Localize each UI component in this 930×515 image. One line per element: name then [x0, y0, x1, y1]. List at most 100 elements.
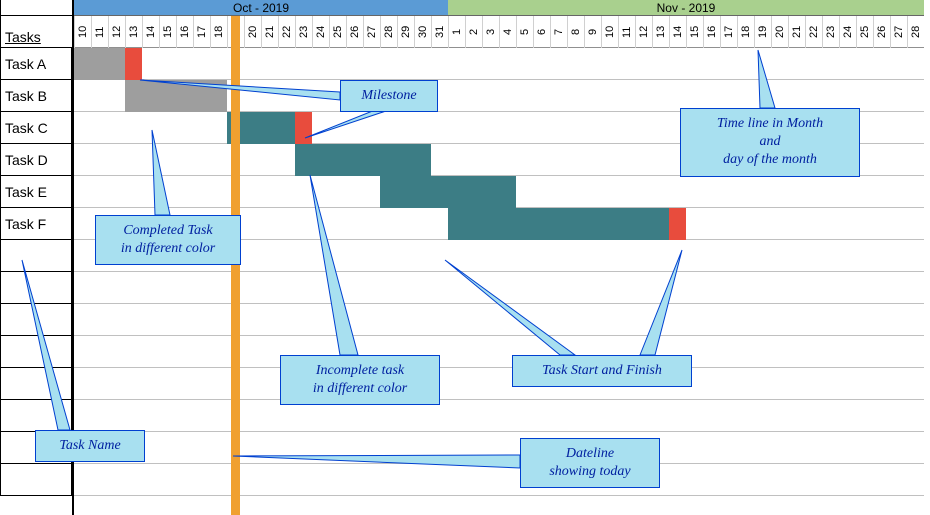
task-row	[1, 304, 72, 336]
day-cell: 25	[856, 16, 873, 48]
day-cell: 28	[907, 16, 924, 48]
day-cell: 11	[618, 16, 635, 48]
day-cell: 18	[737, 16, 754, 48]
tasks-header-label: Tasks	[5, 29, 41, 45]
bar-row	[74, 400, 924, 432]
callout-taskname-text: Task Name	[59, 438, 120, 453]
milestone-marker	[669, 208, 686, 240]
day-cell: 26	[346, 16, 363, 48]
task-row: Task D	[1, 144, 72, 176]
callout-completed-text: Completed Task in different color	[121, 223, 215, 256]
day-cell: 21	[261, 16, 278, 48]
day-cell: 26	[873, 16, 890, 48]
day-cell: 15	[159, 16, 176, 48]
callout-milestone: Milestone	[340, 80, 438, 112]
task-column: Tasks Task ATask BTask CTask DTask ETask…	[0, 0, 72, 496]
gantt-chart: Tasks Task ATask BTask CTask DTask ETask…	[0, 0, 930, 515]
day-cell: 19	[754, 16, 771, 48]
today-line	[231, 16, 240, 515]
task-bar	[125, 80, 227, 112]
day-cell: 23	[295, 16, 312, 48]
month-row: Oct - 2019Nov - 2019	[74, 0, 924, 16]
day-cell: 14	[669, 16, 686, 48]
bar-row	[74, 48, 924, 80]
day-cell: 5	[516, 16, 533, 48]
callout-incomplete: Incomplete task in different color	[280, 355, 440, 405]
day-cell: 7	[550, 16, 567, 48]
bar-row	[74, 464, 924, 496]
task-row: Task F	[1, 208, 72, 240]
day-cell: 24	[839, 16, 856, 48]
day-cell: 25	[329, 16, 346, 48]
callout-dateline: Dateline showing today	[520, 438, 660, 488]
task-row	[1, 240, 72, 272]
bar-row	[74, 432, 924, 464]
day-cell: 30	[414, 16, 431, 48]
day-cell: 16	[176, 16, 193, 48]
task-bar	[448, 208, 669, 240]
day-cell: 27	[890, 16, 907, 48]
day-cell: 22	[278, 16, 295, 48]
milestone-marker	[295, 112, 312, 144]
day-cell: 12	[635, 16, 652, 48]
day-cell: 16	[703, 16, 720, 48]
day-cell: 13	[652, 16, 669, 48]
callout-timeline-text: Time line in Month and day of the month	[717, 116, 823, 167]
bar-row	[74, 272, 924, 304]
task-row	[1, 464, 72, 496]
callout-dateline-text: Dateline showing today	[549, 446, 630, 479]
task-bar	[295, 144, 431, 176]
callout-milestone-text: Milestone	[361, 88, 416, 103]
day-cell: 18	[210, 16, 227, 48]
task-row: Task A	[1, 48, 72, 80]
day-cell: 12	[108, 16, 125, 48]
day-cell: 17	[720, 16, 737, 48]
callout-startfinish: Task Start and Finish	[512, 355, 692, 387]
month-cell: Oct - 2019	[74, 0, 448, 16]
bar-row	[74, 336, 924, 368]
day-cell: 14	[142, 16, 159, 48]
day-cell: 13	[125, 16, 142, 48]
day-cell: 3	[482, 16, 499, 48]
day-cell: 10	[74, 16, 91, 48]
milestone-marker	[125, 48, 142, 80]
day-cell: 9	[584, 16, 601, 48]
task-row: Task E	[1, 176, 72, 208]
day-cell: 11	[91, 16, 108, 48]
callout-incomplete-text: Incomplete task in different color	[313, 363, 407, 396]
day-cell: 10	[601, 16, 618, 48]
bar-row	[74, 176, 924, 208]
day-cell: 17	[193, 16, 210, 48]
bar-row	[74, 368, 924, 400]
day-cell: 29	[397, 16, 414, 48]
task-row: Task C	[1, 112, 72, 144]
day-cell: 4	[499, 16, 516, 48]
day-cell: 8	[567, 16, 584, 48]
task-bar	[74, 48, 125, 80]
task-row: Task B	[1, 80, 72, 112]
day-cell: 20	[771, 16, 788, 48]
task-row	[1, 336, 72, 368]
day-cell: 22	[805, 16, 822, 48]
day-cell: 23	[822, 16, 839, 48]
task-header-spacer	[1, 0, 72, 16]
callout-timeline: Time line in Month and day of the month	[680, 108, 860, 177]
task-row	[1, 400, 72, 432]
day-cell: 2	[465, 16, 482, 48]
day-cell: 20	[244, 16, 261, 48]
month-cell: Nov - 2019	[448, 0, 924, 16]
day-cell: 15	[686, 16, 703, 48]
tasks-header: Tasks	[1, 16, 72, 48]
day-cell: 1	[448, 16, 465, 48]
day-cell: 27	[363, 16, 380, 48]
day-cell: 6	[533, 16, 550, 48]
day-cell: 24	[312, 16, 329, 48]
day-cell: 28	[380, 16, 397, 48]
day-cell: 31	[431, 16, 448, 48]
task-bar	[380, 176, 516, 208]
day-row: 1011121314151617181920212223242526272829…	[74, 16, 924, 48]
day-cell: 21	[788, 16, 805, 48]
callout-completed: Completed Task in different color	[95, 215, 241, 265]
callout-taskname: Task Name	[35, 430, 145, 462]
task-row	[1, 272, 72, 304]
